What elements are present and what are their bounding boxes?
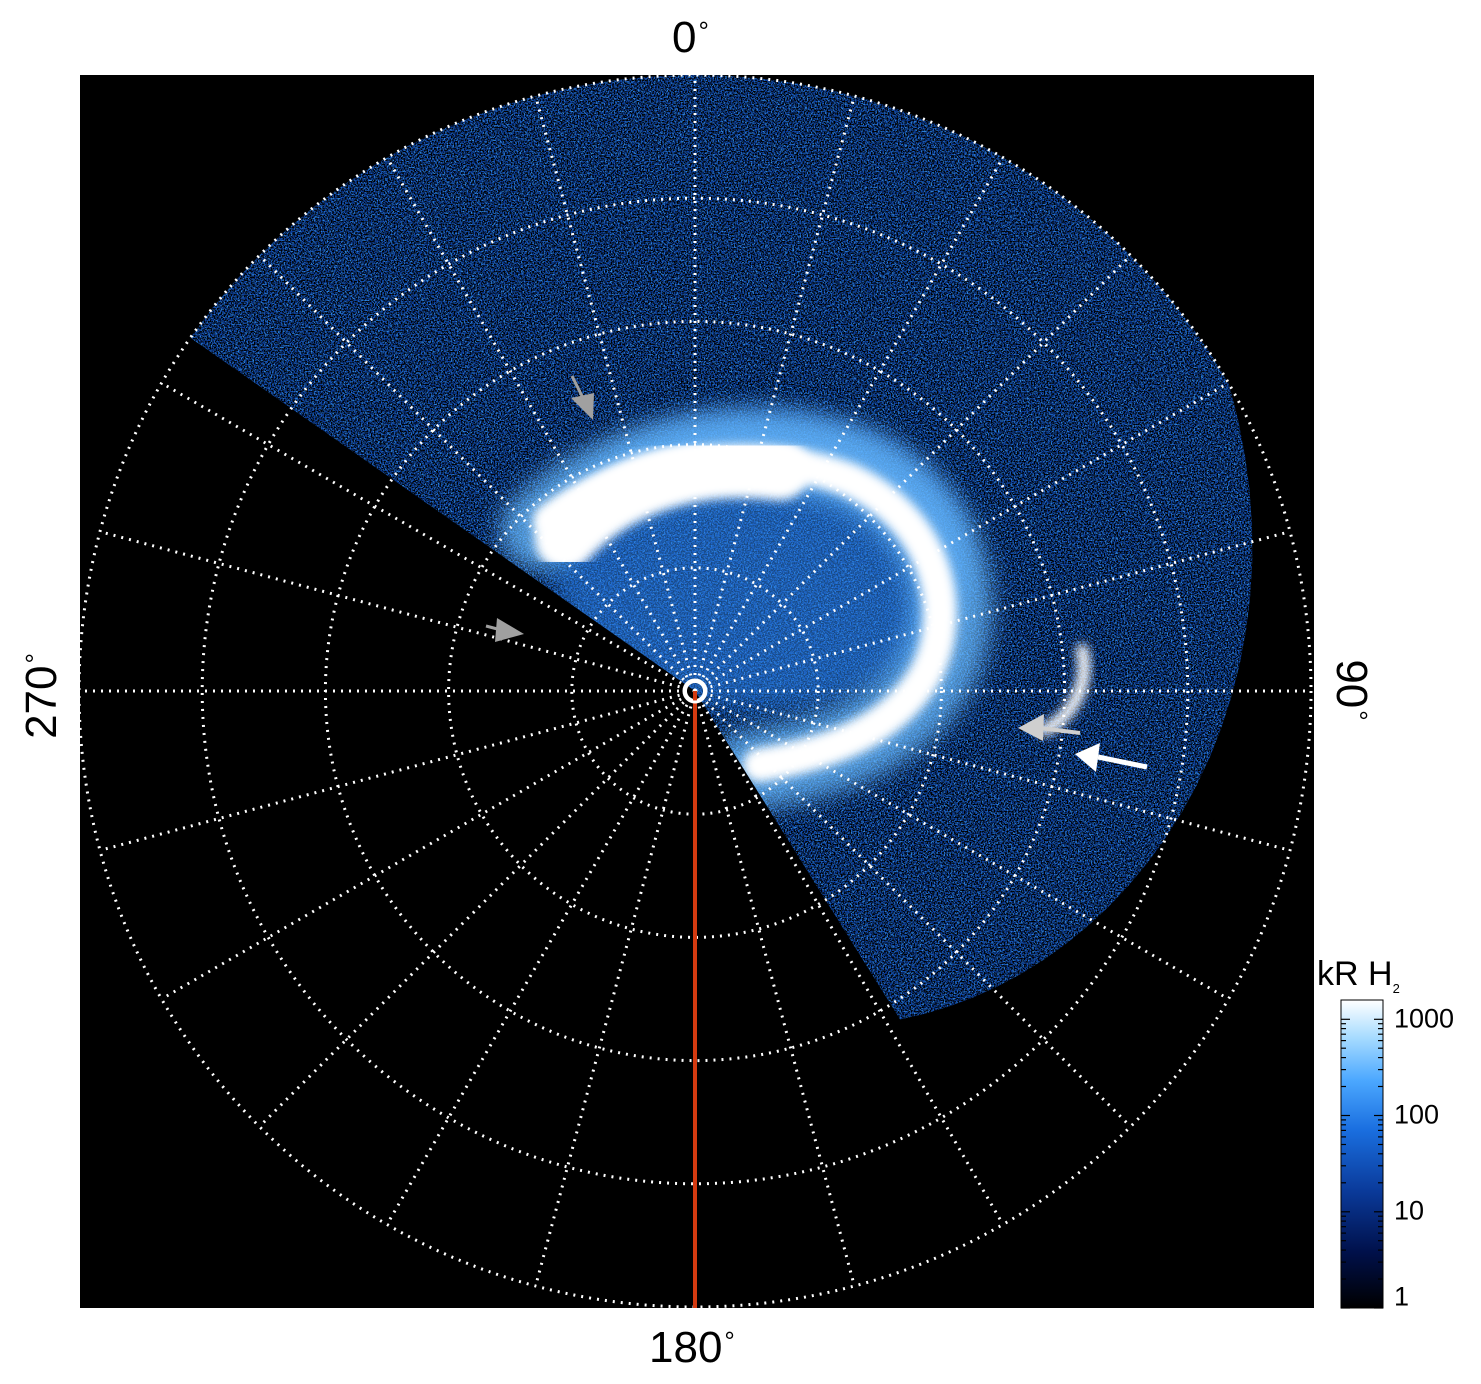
meridian-line (694, 530, 1291, 693)
meridian-line (694, 381, 1230, 693)
meridian-line (693, 156, 1005, 692)
meridian-line (258, 254, 697, 693)
polar-coordinate-grid (77, 73, 1313, 1309)
secondary-arc-feature (1039, 644, 1091, 736)
colorbar-gradient (1340, 999, 1384, 1309)
colorbar (1340, 999, 1384, 1309)
meridian-line (534, 95, 697, 692)
axis-label-0-deg: 0° (672, 13, 709, 62)
meridian-line (693, 689, 1132, 1128)
arrow-gray-right (1018, 714, 1081, 741)
latitude-circle (200, 196, 1190, 1186)
colorbar-tick-10: 10 (1394, 1195, 1425, 1226)
arrow-gray-left (485, 618, 524, 642)
oval-dawn-bright-segment (535, 437, 810, 570)
meridian-line (99, 689, 696, 852)
meridian-line (160, 689, 696, 1001)
axis-label-270-deg: 270° (17, 653, 66, 739)
meridian-line (694, 689, 1230, 1001)
axis-label-180-deg: 180° (649, 1323, 735, 1372)
arrow-white-right (1075, 743, 1148, 772)
colorbar-tick-1: 1 (1394, 1281, 1410, 1312)
meridian-line (534, 690, 697, 1287)
meridian-line (693, 690, 1005, 1226)
meridian-line (160, 381, 696, 693)
meridian-line (694, 689, 1291, 852)
meridian-line (693, 254, 1132, 693)
meridian-line (385, 690, 697, 1226)
meridian-line (385, 156, 697, 692)
latitude-circle (447, 443, 943, 939)
colorbar-minor-ticks (1341, 1018, 1383, 1309)
colorbar-title: kR H2 (1317, 955, 1400, 996)
colorbar-tick-1000: 1000 (1394, 1003, 1455, 1034)
meridian-line (99, 530, 696, 693)
latitude-circle (77, 73, 1313, 1309)
pole-marker-ring (682, 678, 708, 704)
arrow-gray-upper (570, 375, 594, 420)
axis-label-90-deg: 90° (1327, 659, 1376, 721)
meridian-line (693, 95, 856, 692)
meridian-line (693, 690, 856, 1287)
meridian-line (258, 689, 697, 1128)
feature-arrows (485, 375, 1148, 772)
colorbar-tick-100: 100 (1394, 1099, 1440, 1130)
